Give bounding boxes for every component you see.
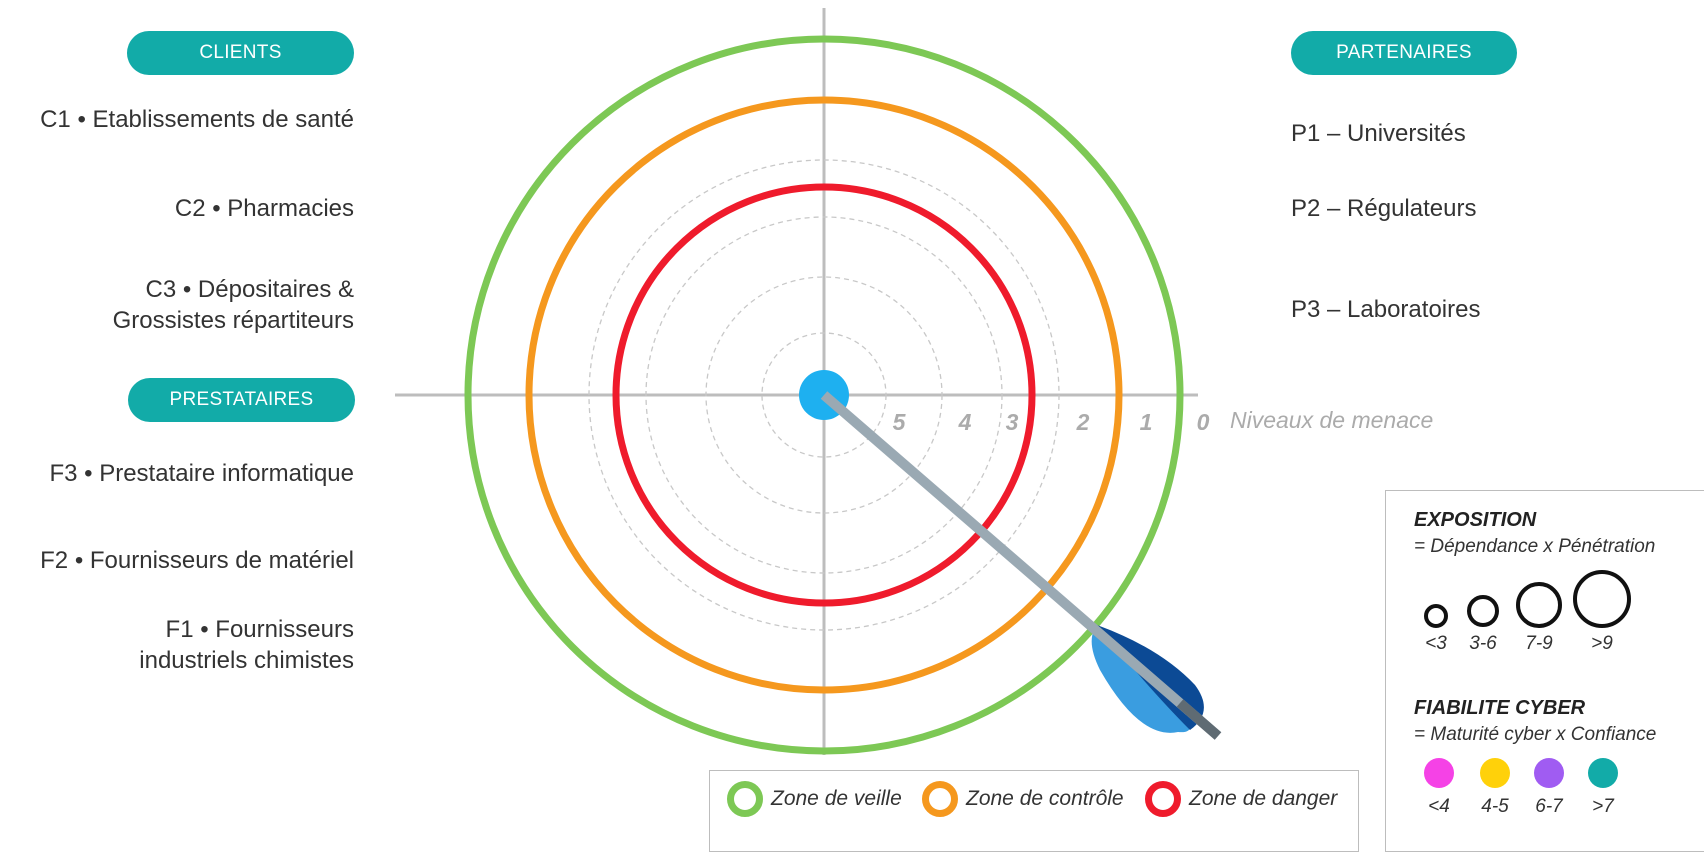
exposition-tick-lt3: <3 [1425, 633, 1447, 654]
prestataire-f3: F3 • Prestataire informatique [49, 460, 354, 487]
size-circle-lt3 [1424, 604, 1448, 628]
clients-pill: CLIENTS [127, 31, 354, 75]
fiabilite-tick-4-5: 4-5 [1481, 796, 1509, 817]
client-c3-line1: C3 • Dépositaires & [145, 276, 355, 303]
size-circle-gt9 [1573, 570, 1631, 628]
exposition-formula: = Dépendance x Pénétration [1414, 536, 1656, 557]
zone-legend-danger: Zone de danger [1145, 781, 1337, 817]
prestataire-f1-line2: industriels chimistes [139, 647, 354, 674]
fiabilite-formula: = Maturité cyber x Confiance [1414, 724, 1657, 745]
client-c3-line2: Grossistes répartiteurs [112, 307, 354, 334]
exposition-tick-gt9: >9 [1591, 633, 1613, 654]
threat-axis-label: Niveaux de menace [1230, 407, 1433, 433]
client-c1: C1 • Etablissements de santé [40, 106, 354, 133]
fiabilite-tick-lt4: <4 [1428, 796, 1450, 817]
client-c2: C2 • Pharmacies [174, 195, 354, 222]
level-rings [588, 159, 1060, 631]
level-ring-4 [705, 276, 943, 514]
zone-veille-label: Zone de veille [771, 787, 902, 810]
zone-danger-label: Zone de danger [1189, 787, 1338, 810]
partenaires-pill: PARTENAIRES [1291, 31, 1517, 75]
zone-controle-label: Zone de contrôle [966, 787, 1124, 810]
prestataire-f1-line1: F1 • Fournisseurs [165, 616, 354, 643]
metrics-legend: EXPOSITION = Dépendance x Pénétration <3… [1385, 490, 1704, 852]
exposition-tick-3-6: 3-6 [1469, 633, 1497, 654]
zone-ring-danger [612, 183, 1036, 607]
fiabilite-tick-6-7: 6-7 [1535, 796, 1563, 817]
prestataire-f2: F2 • Fournisseurs de matériel [40, 547, 354, 574]
fiabilite-dot-gt7 [1588, 758, 1618, 788]
level-ring-3 [645, 216, 1003, 574]
size-circle-3-6 [1467, 595, 1499, 627]
fiabilite-dot-6-7 [1534, 758, 1564, 788]
prestataires-pill: PRESTATAIRES [128, 378, 355, 422]
exposition-title: EXPOSITION [1414, 509, 1537, 531]
level-label-5: 5 [893, 409, 907, 435]
level-label-4: 4 [958, 409, 972, 435]
zone-ring-controle [525, 96, 1123, 694]
partenaire-p1: P1 – Universités [1291, 120, 1466, 147]
level-label-0: 0 [1197, 409, 1210, 435]
exposition-size-scale [1424, 570, 1631, 628]
level-ring-5 [761, 332, 887, 458]
partenaire-p3: P3 – Laboratoires [1291, 296, 1481, 323]
fiabilite-title: FIABILITE CYBER [1414, 697, 1586, 719]
fiabilite-tick-gt7: >7 [1592, 796, 1614, 817]
zone-ring-veille [464, 35, 1184, 755]
zone-legend-veille: Zone de veille [727, 781, 902, 817]
level-label-1: 1 [1140, 409, 1153, 435]
level-label-2: 2 [1076, 409, 1090, 435]
size-circle-7-9 [1516, 582, 1562, 628]
level-label-3: 3 [1006, 409, 1019, 435]
level-ring-2 [588, 159, 1060, 631]
zone-danger-ring-icon [1145, 781, 1181, 817]
partenaire-p2: P2 – Régulateurs [1291, 195, 1477, 222]
fiabilite-dot-4-5 [1480, 758, 1510, 788]
zone-legend: Zone de veille Zone de contrôle Zone de … [709, 770, 1359, 852]
fiabilite-dot-lt4 [1424, 758, 1454, 788]
zone-legend-controle: Zone de contrôle [922, 781, 1124, 817]
arrow-icon [820, 391, 1222, 740]
exposition-tick-7-9: 7-9 [1525, 633, 1553, 654]
zone-veille-ring-icon [727, 781, 763, 817]
zone-controle-ring-icon [922, 781, 958, 817]
